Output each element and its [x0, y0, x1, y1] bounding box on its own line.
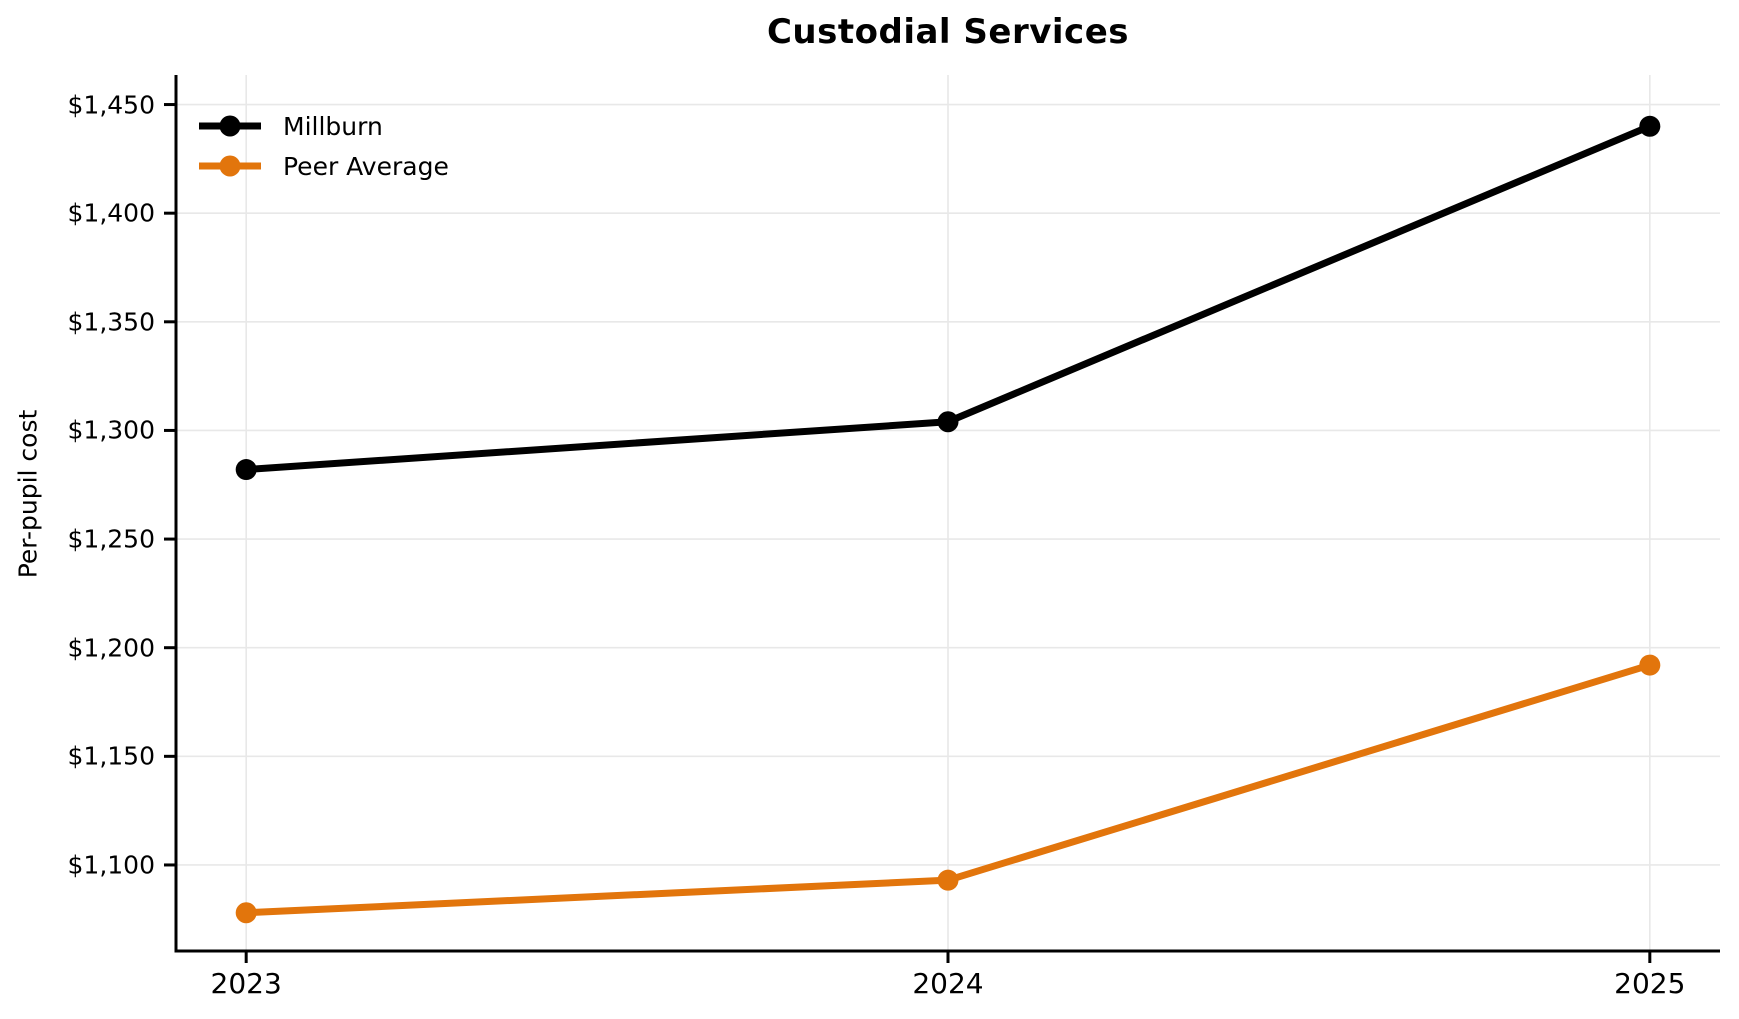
x-tick-label: 2023: [210, 967, 282, 1000]
y-tick-label: $1,100: [67, 850, 155, 880]
data-point-marker: [937, 411, 959, 433]
data-point-marker: [235, 459, 257, 481]
legend-label-millburn: Millburn: [283, 111, 383, 141]
chart-title: Custodial Services: [766, 12, 1129, 52]
y-tick-label: $1,350: [67, 307, 155, 337]
legend-line-sample-millburn: [199, 115, 261, 137]
y-tick-label: $1,250: [67, 524, 155, 554]
y-tick-label: $1,300: [67, 415, 155, 445]
data-point-marker: [1639, 115, 1661, 137]
y-tick-label: $1,150: [67, 741, 155, 771]
data-point-marker: [1639, 654, 1661, 676]
legend: Millburn Peer Average: [196, 106, 449, 186]
y-tick-label: $1,400: [67, 198, 155, 228]
legend-line-sample-peer-average: [199, 155, 261, 177]
x-tick-label: 2025: [1614, 967, 1686, 1000]
y-tick-label: $1,450: [67, 90, 155, 120]
y-tick-label: $1,200: [67, 633, 155, 663]
legend-item-peer-average: Peer Average: [196, 146, 449, 186]
x-tick-label: 2024: [912, 967, 984, 1000]
data-point-marker: [235, 902, 257, 924]
legend-label-peer-average: Peer Average: [283, 151, 449, 181]
legend-item-millburn: Millburn: [196, 106, 449, 146]
data-point-marker: [937, 869, 959, 891]
